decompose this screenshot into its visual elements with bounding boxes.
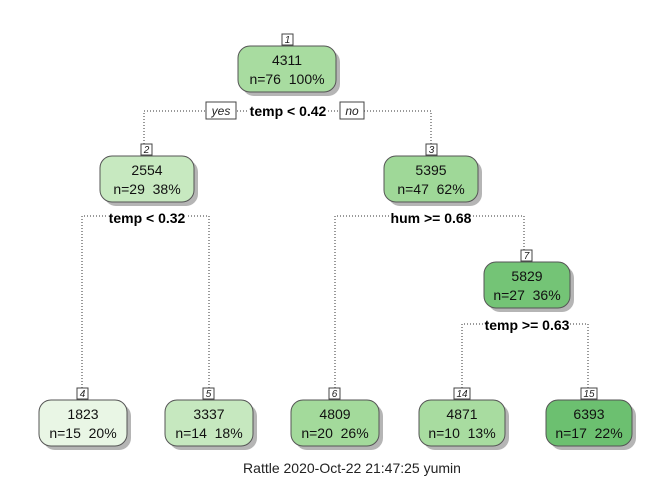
yes-label-box <box>205 101 237 120</box>
edge-1-2 <box>143 110 247 144</box>
node-id: 1 <box>285 35 291 46</box>
edge-2-4 <box>81 215 107 388</box>
edge-7-15 <box>567 323 589 388</box>
edge-3-6 <box>334 215 391 388</box>
node-stats: n=29 38% <box>113 181 180 197</box>
node-stats: n=76 100% <box>249 71 324 87</box>
node-box <box>237 45 337 93</box>
node-id: 2 <box>143 145 150 156</box>
node-value: 2554 <box>131 162 162 178</box>
node-id-tag <box>202 387 215 400</box>
node-value: 4871 <box>446 406 477 422</box>
caption: Rattle 2020-Oct-22 21:47:25 yumin <box>243 460 461 476</box>
node-id-tag <box>453 387 471 400</box>
node-stats: n=15 20% <box>49 425 116 441</box>
node-id-tag <box>281 33 294 46</box>
node-value: 5829 <box>511 268 542 284</box>
yes-label: yes <box>211 104 231 118</box>
node-value: 3337 <box>193 406 224 422</box>
tree-node-2: 2554 n=29 38% 2 <box>99 143 198 206</box>
node-box <box>418 399 506 447</box>
node-value: 4311 <box>272 52 302 68</box>
tree-node-7: 5829 n=27 36% 7 <box>483 249 574 312</box>
node-value: 1823 <box>67 406 98 422</box>
tree-node-6: 4809 n=20 26% 6 <box>290 387 383 450</box>
node-id-tag <box>328 387 341 400</box>
node-box <box>38 399 128 447</box>
node-stats: n=14 18% <box>175 425 242 441</box>
node-stats: n=47 62% <box>397 181 464 197</box>
node-box <box>99 155 195 203</box>
node-id: 6 <box>332 389 338 400</box>
tree-edges <box>81 110 589 388</box>
node-id-tag <box>520 249 533 262</box>
node-box <box>164 399 254 447</box>
edge-2-5 <box>187 215 210 388</box>
node-id-tag <box>76 387 89 400</box>
no-label: no <box>345 104 359 118</box>
tree-node-3: 5395 n=47 62% 3 <box>383 143 482 206</box>
node-id: 3 <box>429 145 435 156</box>
node-id-tag <box>140 143 153 156</box>
node-box <box>383 155 479 203</box>
node-id: 15 <box>583 389 595 400</box>
node-id: 7 <box>524 251 530 262</box>
tree-node-14: 4871 n=10 13% 14 <box>418 387 509 450</box>
tree-node-1: 4311 n=76 100% 1 <box>237 33 340 96</box>
split-rule-1: temp < 0.42 <box>250 103 327 119</box>
node-stats: n=17 22% <box>555 425 622 441</box>
node-box <box>545 399 633 447</box>
node-box <box>290 399 380 447</box>
node-stats: n=10 13% <box>428 425 495 441</box>
split-rule-3: hum >= 0.68 <box>391 210 472 226</box>
branch-labels: yes no <box>205 101 365 120</box>
node-id-tag <box>580 387 598 400</box>
node-box <box>483 261 571 309</box>
edge-7-14 <box>461 323 487 388</box>
node-value: 5395 <box>415 162 446 178</box>
no-label-box <box>339 101 365 120</box>
edge-3-7 <box>471 215 525 250</box>
tree-node-4: 1823 n=15 20% 4 <box>38 387 131 450</box>
node-id: 4 <box>80 389 86 400</box>
node-id: 14 <box>456 389 468 400</box>
node-stats: n=20 26% <box>301 425 368 441</box>
node-id-tag <box>425 143 438 156</box>
node-value: 4809 <box>319 406 350 422</box>
node-stats: n=27 36% <box>493 287 560 303</box>
node-id: 5 <box>206 389 212 400</box>
tree-node-15: 6393 n=17 22% 15 <box>545 387 636 450</box>
split-rule-2: temp < 0.32 <box>109 210 186 226</box>
node-value: 6393 <box>573 406 604 422</box>
split-rule-7: temp >= 0.63 <box>485 317 570 333</box>
tree-nodes: 4311 n=76 100% 1 2554 n=29 38% 2 5395 n=47 62% 3… <box>38 33 636 450</box>
split-rules: temp < 0.42 temp < 0.32 hum >= 0.68 temp >=… <box>109 103 570 333</box>
tree-node-5: 3337 n=14 18% 5 <box>164 387 257 450</box>
